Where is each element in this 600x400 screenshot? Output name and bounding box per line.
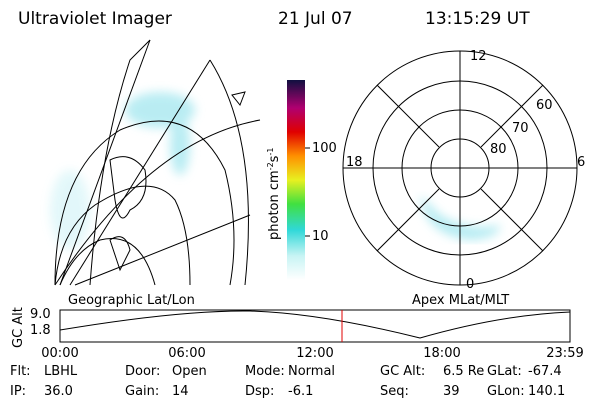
field-value: 36.0 (44, 384, 73, 399)
colorbar-label: photon cm-2s-1 (266, 148, 282, 240)
field-value: Open (172, 364, 207, 379)
time: 13:15:29 UT (425, 9, 530, 29)
field-label: GLat: (487, 364, 522, 379)
field-value: 14 (172, 384, 189, 399)
polar-plot: 12 18 6 0 60 70 80 (342, 49, 585, 292)
field-label: Mode: (245, 364, 285, 379)
x-tick: 18:00 (423, 346, 460, 361)
map-label: Geographic Lat/Lon (68, 293, 195, 308)
y-label: GC Alt (11, 307, 26, 348)
mlt-label: 12 (470, 49, 487, 64)
field-value: 39 (443, 384, 460, 399)
x-tick: 23:59 (546, 346, 583, 361)
date: 21 Jul 07 (278, 9, 353, 29)
field-value: LBHL (44, 364, 78, 379)
mlt-label: 18 (346, 155, 363, 170)
y-tick: 9.0 (30, 307, 51, 322)
field-label: Door: (125, 364, 160, 379)
y-tick: 1.8 (30, 323, 51, 338)
mlt-label: 0 (466, 277, 474, 292)
header: Ultraviolet Imager 21 Jul 07 13:15:29 UT (18, 9, 530, 29)
map-label: Apex MLat/MLT (412, 293, 509, 308)
field-label: GLon: (487, 384, 525, 399)
field-label: Flt: (10, 364, 31, 379)
geographic-map (50, 39, 261, 286)
title: Ultraviolet Imager (18, 9, 172, 29)
field-value: 6.5 Re (443, 364, 484, 379)
field-label: Seq: (380, 384, 409, 399)
colorbar-scale (287, 80, 305, 280)
lat-label: 70 (512, 121, 529, 136)
mlt-label: 6 (577, 155, 585, 170)
colorbar: 100 10 photon cm-2s-1 (266, 80, 337, 280)
colorbar-tick: 10 (312, 229, 329, 244)
field-label: GC Alt: (380, 364, 425, 379)
x-tick: 00:00 (41, 346, 78, 361)
lat-label: 60 (536, 98, 553, 113)
colorbar-tick: 100 (312, 141, 337, 156)
x-tick: 06:00 (168, 346, 205, 361)
x-tick: 12:00 (296, 346, 333, 361)
field-value: -67.4 (528, 364, 562, 379)
lat-label: 80 (490, 142, 507, 157)
field-label: IP: (10, 384, 26, 399)
field-label: Dsp: (245, 384, 274, 399)
field-value: -6.1 (288, 384, 313, 399)
altitude-plot: GC Alt 9.0 1.8 00:00 06:00 12:00 18:00 2… (11, 307, 584, 361)
footer: Flt: LBHL Door: Open Mode: Normal GC Alt: 6.5 R… (10, 364, 565, 399)
field-value: Normal (288, 364, 335, 379)
field-value: 140.1 (528, 384, 565, 399)
field-label: Gain: (125, 384, 159, 399)
